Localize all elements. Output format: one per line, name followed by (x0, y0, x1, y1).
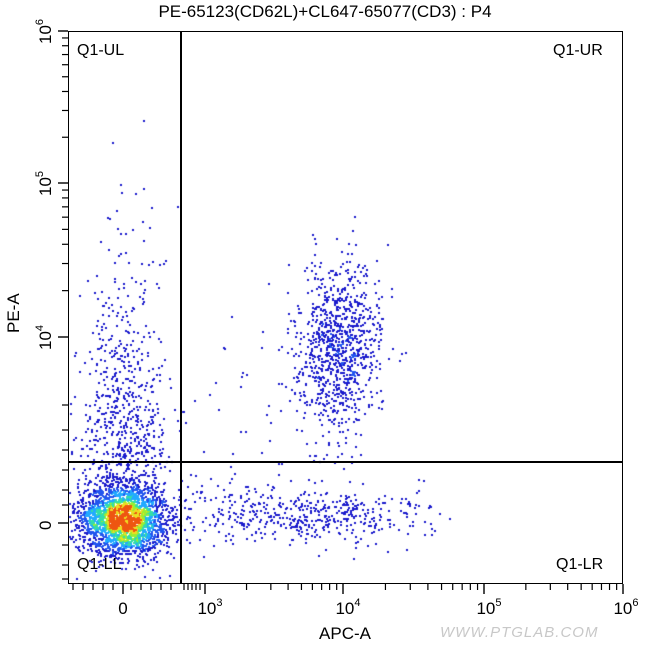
chart-title: PE-65123(CD62L)+CL647-65077(CD3) : P4 (158, 2, 492, 21)
x-tick-1e3: 103 (197, 597, 223, 618)
x-tick-1e6: 106 (613, 597, 639, 618)
y-tick-0: 0 (36, 520, 55, 530)
x-axis-label: APC-A (319, 624, 371, 643)
y-tick-1e6: 106 (34, 18, 55, 44)
y-tick-1e4: 104 (34, 324, 55, 350)
quadrant-label-ur: Q1-UR (553, 42, 603, 59)
x-tick-0: 0 (118, 599, 128, 618)
watermark: WWW.PTGLAB.COM (440, 624, 599, 641)
quadrant-vertical-line[interactable] (180, 31, 182, 584)
y-axis-label: PE-A (4, 293, 23, 333)
scatter-plot-area (68, 31, 623, 584)
quadrant-label-lr: Q1-LR (556, 556, 604, 573)
plot-frame (68, 31, 623, 584)
quadrant-horizontal-line[interactable] (68, 461, 623, 463)
quadrant-label-ul: Q1-UL (77, 42, 125, 59)
x-tick-1e5: 105 (476, 597, 502, 618)
y-tick-1e5: 105 (34, 170, 55, 196)
x-tick-1e4: 104 (335, 597, 361, 618)
quadrant-label-ll: Q1-LL (77, 556, 122, 573)
